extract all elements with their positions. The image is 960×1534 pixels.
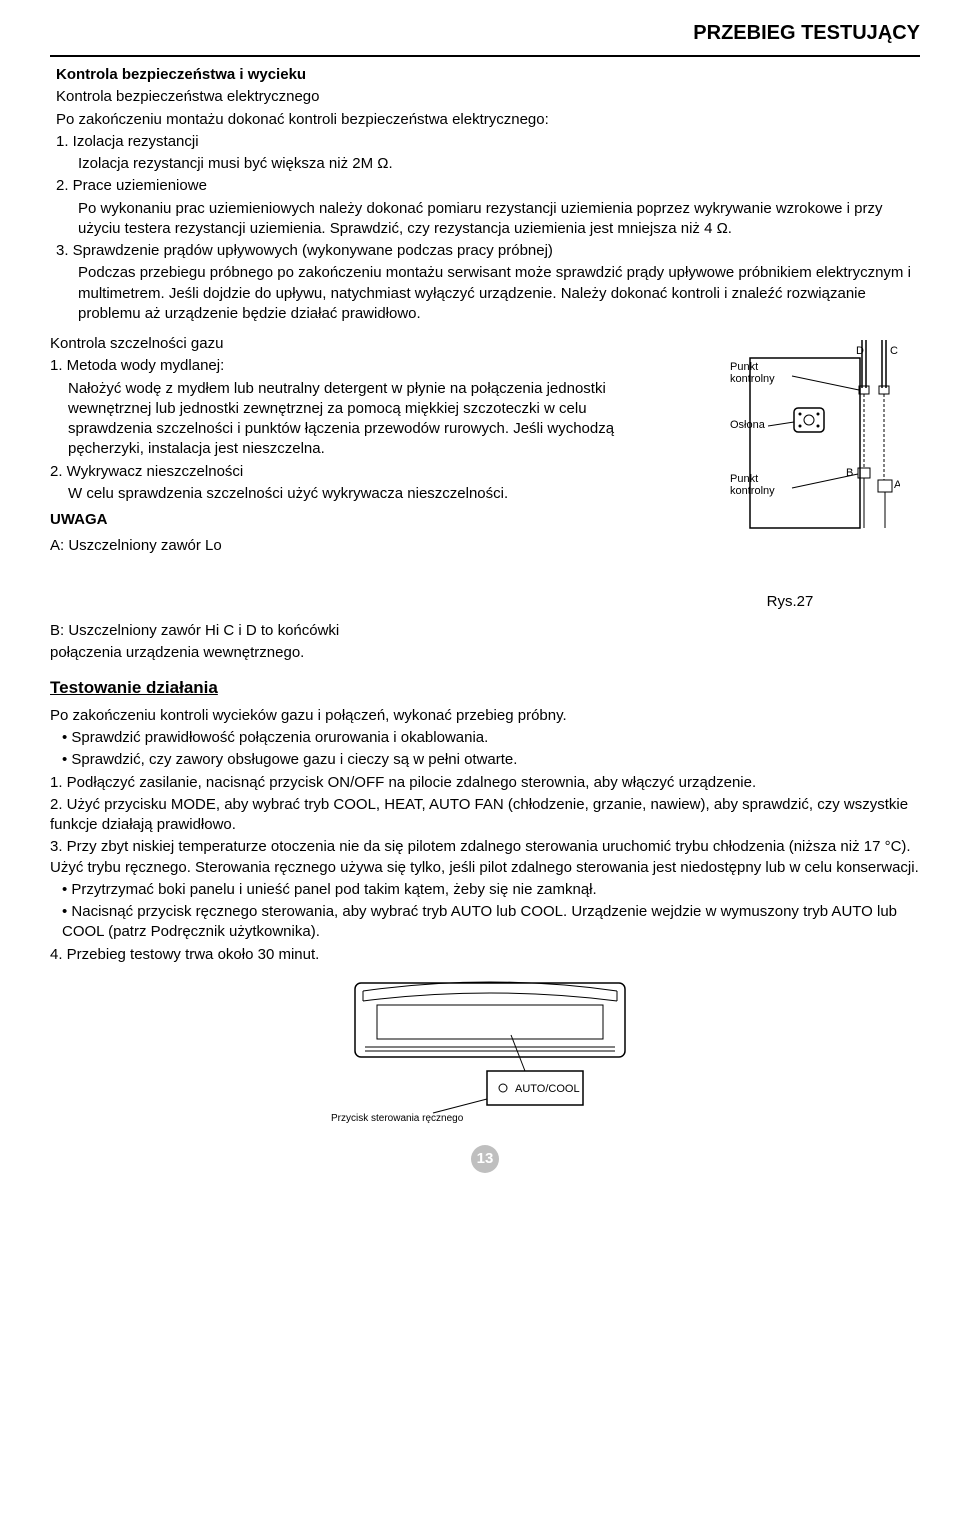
uwaga-b: B: Uszczelniony zawór Hi C i D to końców… bbox=[50, 621, 920, 641]
fig27-B: B bbox=[846, 467, 853, 479]
gas-n2-body: W celu sprawdzenia szczelności użyć wykr… bbox=[68, 484, 636, 504]
sec1-intro: Po zakończeniu montażu dokonać kontroli … bbox=[56, 110, 920, 130]
unit-btn-label: AUTO/COOL bbox=[515, 1083, 580, 1095]
gas-n2: 2. Wykrywacz nieszczelności bbox=[50, 462, 636, 482]
test-b3: Przytrzymać boki panelu i unieść panel p… bbox=[62, 880, 920, 900]
fig27-diagram: Punkt kontrolny Osłona Punkt kontrolny D… bbox=[660, 340, 900, 560]
sec1-n1-body: Izolacja rezystancji musi być większa ni… bbox=[78, 154, 920, 174]
page-number-wrap: 13 bbox=[50, 1145, 920, 1173]
test-intro: Po zakończeniu kontroli wycieków gazu i … bbox=[50, 706, 920, 726]
sec1-n1: 1. Izolacja rezystancji bbox=[56, 132, 920, 152]
fig27-pk2-l1: Punkt bbox=[730, 473, 758, 485]
sec1-n2: 2. Prace uziemieniowe bbox=[56, 176, 920, 196]
test-n4: 4. Przebieg testowy trwa około 30 minut. bbox=[50, 945, 920, 965]
fig27-caption: Rys.27 bbox=[660, 592, 920, 612]
uwaga-b2: połączenia urządzenia wewnętrznego. bbox=[50, 643, 920, 663]
gas-title: Kontrola szczelności gazu bbox=[50, 334, 636, 354]
sec1-n2-body: Po wykonaniu prac uziemieniowych należy … bbox=[78, 199, 920, 240]
page-header: PRZEBIEG TESTUJĄCY bbox=[50, 20, 920, 53]
header-rule bbox=[50, 55, 920, 57]
test-n3: 3. Przy zbyt niskiej temperaturze otocze… bbox=[50, 837, 920, 878]
fig27-D: D bbox=[856, 345, 864, 357]
test-n1: 1. Podłączyć zasilanie, nacisnąć przycis… bbox=[50, 773, 920, 793]
test-heading: Testowanie działania bbox=[50, 677, 920, 700]
sec1-title: Kontrola bezpieczeństwa i wycieku bbox=[56, 65, 920, 85]
unit-diagram: AUTO/COOL Przycisk sterowania ręcznego bbox=[315, 975, 655, 1125]
fig27-pk2-l2: kontrolny bbox=[730, 485, 775, 497]
sec1-n3: 3. Sprawdzenie prądów upływowych (wykony… bbox=[56, 241, 920, 261]
fig27-C: C bbox=[890, 345, 898, 357]
test-b2: Sprawdzić, czy zawory obsługowe gazu i c… bbox=[62, 750, 920, 770]
gas-n1: 1. Metoda wody mydlanej: bbox=[50, 356, 636, 376]
test-b1: Sprawdzić prawidłowość połączenia orurow… bbox=[62, 728, 920, 748]
test-n2: 2. Użyć przycisku MODE, aby wybrać tryb … bbox=[50, 795, 920, 836]
fig27-pk1-l2: kontrolny bbox=[730, 373, 775, 385]
sec1-subtitle: Kontrola bezpieczeństwa elektrycznego bbox=[56, 87, 920, 107]
page-number: 13 bbox=[471, 1145, 499, 1173]
unit-caption: Przycisk sterowania ręcznego bbox=[331, 1113, 464, 1124]
sec1-n3-body: Podczas przebiegu próbnego po zakończeni… bbox=[78, 263, 920, 324]
uwaga-title: UWAGA bbox=[50, 510, 636, 530]
uwaga-a: A: Uszczelniony zawór Lo bbox=[50, 536, 636, 556]
gas-n1-body: Nałożyć wodę z mydłem lub neutralny dete… bbox=[68, 379, 636, 460]
test-b4: Nacisnąć przycisk ręcznego sterowania, a… bbox=[62, 902, 920, 943]
fig27-pk1-l1: Punkt bbox=[730, 361, 758, 373]
fig27-A: A bbox=[894, 479, 900, 491]
fig27-oslona: Osłona bbox=[730, 419, 766, 431]
